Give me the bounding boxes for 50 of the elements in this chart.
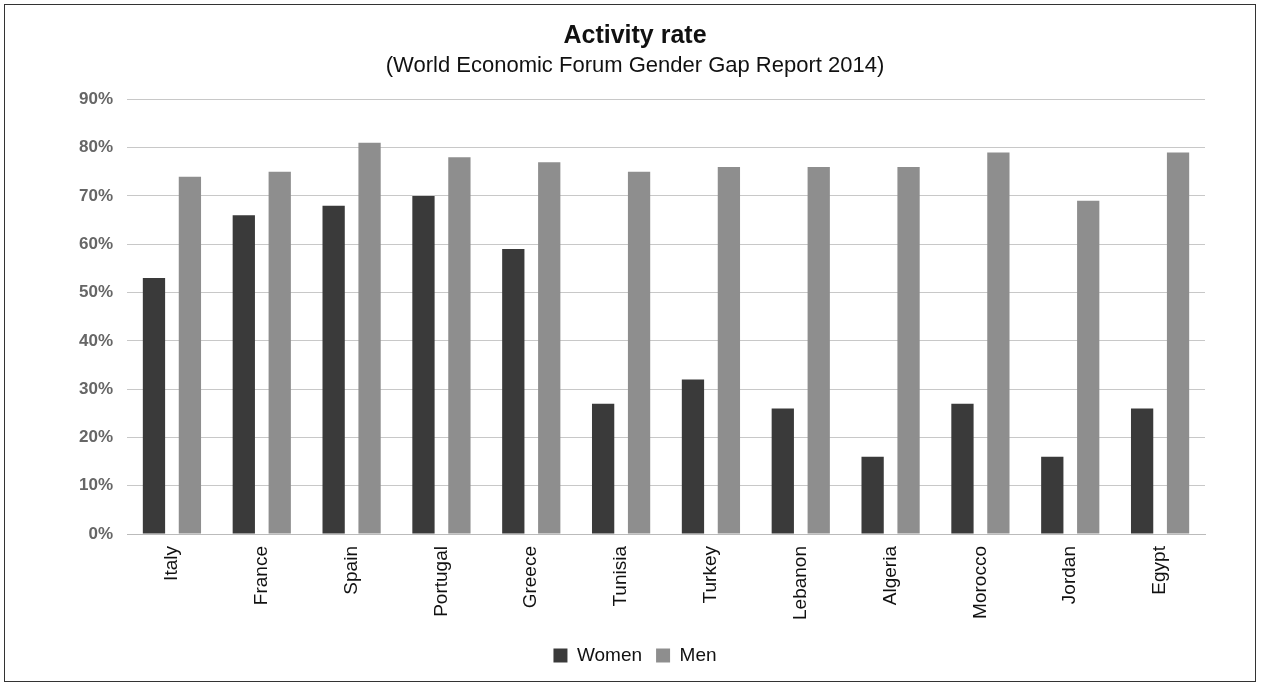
x-tick-label: Turkey: [699, 545, 721, 604]
x-tick-label: Portugal: [429, 546, 451, 617]
bar: [232, 215, 255, 534]
bar: [1041, 456, 1064, 534]
bar: [681, 379, 705, 534]
y-tick-label: 50%: [78, 282, 114, 302]
x-tick-label: Jordan: [1058, 546, 1080, 605]
bar: [268, 171, 291, 534]
chart-title: Activity rate: [563, 19, 707, 48]
bar: [591, 403, 615, 534]
bar: [502, 249, 525, 534]
y-tick-label: 10%: [78, 475, 114, 495]
y-tick-label: 30%: [78, 378, 114, 398]
y-tick-label: 90%: [78, 89, 114, 109]
x-tick-label: Italy: [160, 545, 182, 581]
bar: [1077, 200, 1100, 534]
bar: [1130, 408, 1154, 534]
x-tick-label: Egypt: [1148, 545, 1170, 595]
y-tick-label: 0%: [88, 523, 114, 543]
bar: [412, 195, 435, 534]
bar: [627, 171, 651, 534]
x-tick-label: Lebanon: [788, 546, 810, 620]
x-tick-label: Algeria: [878, 545, 900, 606]
bar: [538, 162, 561, 534]
bar: [771, 408, 794, 534]
y-tick-label: 80%: [78, 137, 114, 157]
bar: [717, 167, 741, 534]
legend-label: Men: [679, 643, 717, 665]
x-tick-label: Morocco: [968, 546, 990, 619]
legend-label: Women: [576, 643, 643, 665]
y-tick-label: 40%: [78, 330, 114, 350]
x-tick-label: Greece: [519, 546, 541, 609]
bar: [951, 403, 974, 534]
bar: [322, 205, 345, 534]
x-tick-label: Tunisia: [609, 545, 631, 607]
bar: [358, 142, 381, 534]
bar: [142, 278, 166, 534]
bar: [807, 167, 830, 534]
bar: [861, 456, 884, 534]
chart-subtitle: (World Economic Forum Gender Gap Report 2014): [385, 52, 885, 78]
bar: [987, 152, 1010, 534]
bar: [448, 157, 471, 534]
y-tick-label: 20%: [78, 427, 114, 447]
bar: [897, 167, 920, 534]
bar: [178, 176, 202, 534]
x-tick-label: France: [250, 546, 272, 606]
y-tick-label: 70%: [78, 185, 114, 205]
bar: [1166, 152, 1190, 534]
y-tick-label: 60%: [78, 233, 114, 253]
x-tick-label: Spain: [339, 546, 361, 595]
